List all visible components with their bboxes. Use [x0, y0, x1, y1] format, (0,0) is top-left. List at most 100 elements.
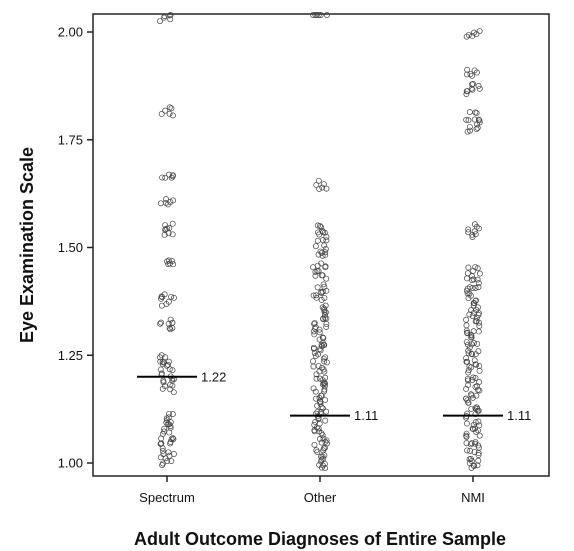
data-point-nmi [476, 28, 483, 34]
data-point-nmi [476, 363, 483, 369]
data-point-other [313, 182, 320, 188]
data-point-other [312, 395, 319, 402]
data-point-spectrum [162, 226, 169, 233]
data-point-spectrum [169, 231, 176, 238]
data-point-nmi [465, 347, 472, 354]
data-point-nmi [473, 314, 480, 321]
data-point-nmi [463, 322, 470, 329]
data-point-nmi [464, 397, 471, 404]
data-point-nmi [465, 369, 472, 376]
data-point-spectrum [159, 174, 166, 181]
data-point-nmi [473, 109, 480, 116]
data-point-spectrum [166, 429, 173, 436]
data-point-nmi [464, 66, 471, 73]
y-tick-label: 1.00 [58, 456, 83, 471]
data-point-spectrum [159, 447, 166, 454]
data-point-spectrum [164, 362, 170, 369]
data-point-spectrum [159, 445, 166, 452]
data-point-other [315, 12, 322, 18]
y-tick-label: 2.00 [58, 25, 83, 40]
data-point-nmi [474, 265, 481, 272]
data-point-nmi [463, 339, 470, 345]
data-point-nmi [467, 447, 474, 454]
data-point-nmi [464, 447, 471, 454]
data-point-spectrum [159, 358, 166, 365]
data-point-nmi [463, 433, 470, 440]
data-point-other [310, 12, 317, 18]
data-point-nmi [475, 418, 482, 425]
data-point-other [317, 12, 324, 18]
data-point-spectrum [158, 319, 165, 326]
data-point-other [322, 417, 329, 424]
x-tick-label-nmi: NMI [461, 490, 485, 505]
data-point-spectrum [162, 107, 169, 114]
data-point-other [315, 229, 321, 236]
data-point-other [318, 249, 325, 256]
data-point-other [321, 452, 328, 459]
data-point-spectrum [169, 325, 176, 332]
data-point-nmi [465, 226, 472, 233]
data-point-nmi [467, 127, 473, 134]
data-point-nmi [474, 276, 481, 283]
data-point-nmi [463, 275, 470, 282]
data-point-other [322, 252, 329, 258]
data-point-nmi [470, 374, 477, 381]
data-point-other [310, 345, 317, 352]
mean-label-nmi: 1.11 [507, 408, 531, 423]
data-point-other [318, 404, 325, 411]
data-point-other [323, 321, 330, 327]
data-point-nmi [472, 425, 478, 432]
data-point-other [318, 272, 325, 279]
data-point-other [321, 229, 328, 236]
data-point-other [323, 287, 330, 294]
data-point-nmi [472, 361, 479, 368]
data-point-other [320, 316, 327, 322]
data-point-nmi [466, 344, 473, 351]
data-point-nmi [473, 361, 480, 368]
data-point-spectrum [166, 110, 173, 117]
data-point-spectrum [159, 294, 166, 301]
data-point-spectrum [165, 230, 172, 237]
data-point-spectrum [157, 18, 163, 25]
data-point-nmi [474, 121, 481, 128]
data-point-spectrum [164, 201, 171, 208]
data-point-nmi [467, 71, 474, 77]
data-point-nmi [467, 441, 474, 448]
data-point-other [316, 336, 323, 343]
data-point-spectrum [168, 174, 175, 181]
data-point-nmi [475, 407, 482, 414]
data-point-other [319, 184, 326, 191]
data-point-spectrum [163, 415, 170, 422]
data-point-spectrum [157, 200, 164, 207]
data-point-other [318, 409, 324, 415]
data-point-nmi [463, 33, 470, 40]
data-point-spectrum [167, 423, 174, 430]
data-point-other [319, 405, 326, 412]
data-point-nmi [475, 328, 482, 335]
data-point-spectrum [158, 111, 165, 117]
data-point-nmi [463, 385, 469, 392]
data-point-other [312, 352, 319, 359]
data-point-other [317, 347, 324, 354]
data-point-nmi [475, 284, 482, 291]
data-point-spectrum [170, 294, 177, 301]
data-point-other [321, 308, 328, 315]
data-point-other [310, 264, 316, 271]
data-point-spectrum [158, 435, 165, 442]
data-point-other [314, 237, 321, 244]
data-point-other [321, 388, 328, 395]
data-point-other [316, 329, 323, 336]
y-tick-label: 1.50 [58, 240, 83, 255]
data-point-nmi [476, 432, 483, 439]
data-point-nmi [475, 457, 482, 464]
data-point-other [317, 458, 324, 465]
data-point-other [320, 181, 327, 188]
data-point-nmi [468, 334, 475, 341]
data-point-other [320, 445, 327, 452]
data-point-nmi [466, 290, 473, 297]
data-point-other [314, 449, 321, 455]
data-point-spectrum [169, 411, 176, 418]
data-point-spectrum [167, 16, 174, 23]
data-point-spectrum [168, 436, 175, 443]
